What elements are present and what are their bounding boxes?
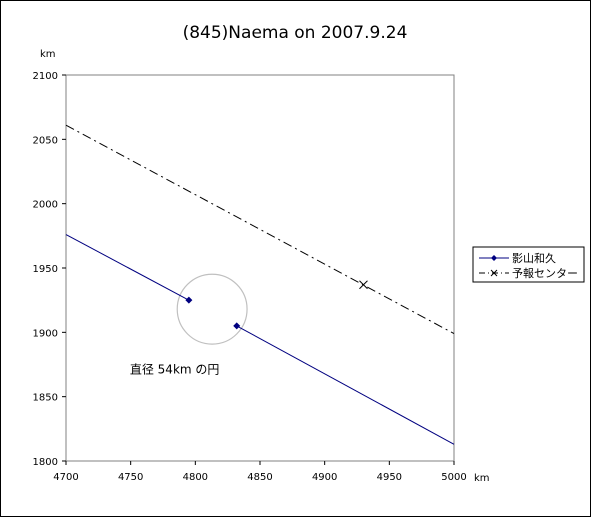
x-tick-label: 5000 (441, 472, 466, 483)
legend-label-forecast: 予報センター (512, 267, 578, 280)
series-1-line (65, 124, 455, 335)
series-0-point (185, 296, 193, 304)
y-tick-label: 2000 (33, 200, 58, 211)
circle-annotation: 直径 54km の円 (130, 363, 220, 377)
y-tick-label: 1850 (33, 393, 58, 404)
plot-area (65, 74, 455, 462)
y-tick-label: 2050 (33, 135, 58, 146)
series-0-point (233, 322, 241, 330)
y-tick-label: 1950 (33, 264, 58, 275)
legend-label-kageyama: 影山和久 (512, 252, 556, 265)
series-0-line (236, 325, 455, 445)
x-tick-label: 4900 (312, 472, 337, 483)
y-tick-label: 1900 (33, 328, 58, 339)
chart-title: (845)Naema on 2007.9.24 (183, 23, 408, 43)
y-axis-unit: km (40, 49, 56, 60)
x-tick-label: 4800 (183, 472, 208, 483)
x-tick-label: 4750 (118, 472, 143, 483)
y-axis: 1800 1850 1900 1950 2000 2050 2100 (33, 71, 66, 468)
x-tick-label: 4700 (53, 472, 78, 483)
legend-marker-kageyama (491, 255, 497, 261)
series-0-line (65, 234, 190, 301)
x-axis: 4700 4750 4800 4850 4900 4950 5000 (53, 461, 467, 483)
legend: 影山和久 予報センター (472, 246, 585, 283)
x-axis-unit: km (474, 473, 490, 484)
series-1-point (359, 280, 368, 290)
y-tick-label: 1800 (33, 457, 58, 468)
uncertainty-circle (176, 273, 248, 345)
legend-marker-forecast (490, 269, 498, 277)
y-tick-label: 2100 (33, 71, 58, 82)
x-tick-label: 4850 (247, 472, 272, 483)
x-tick-label: 4950 (377, 472, 402, 483)
plot-layer (65, 124, 455, 445)
